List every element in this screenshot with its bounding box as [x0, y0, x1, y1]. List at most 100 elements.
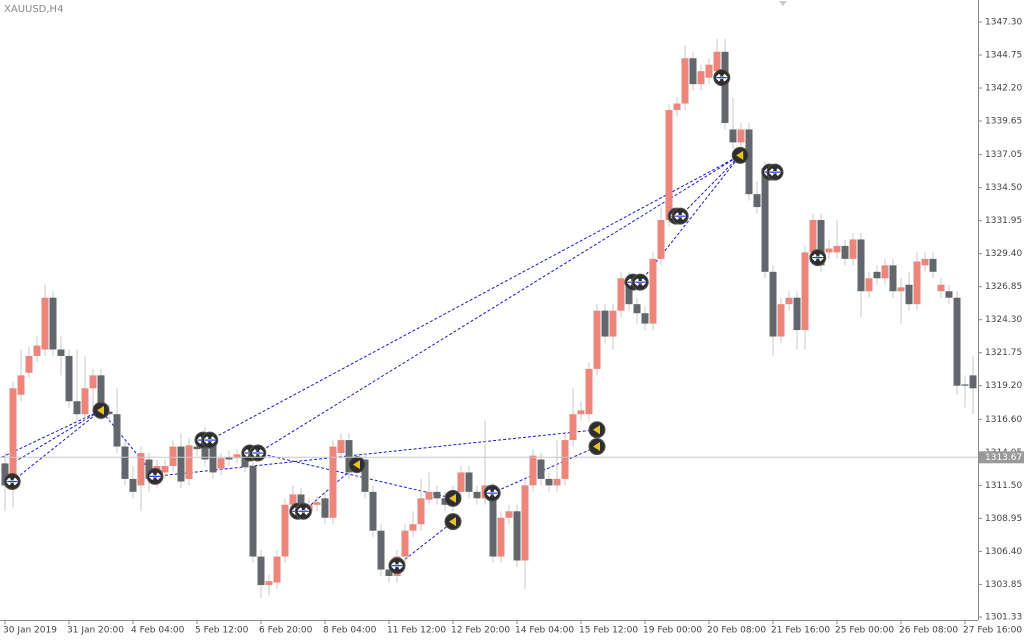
- candle-body: [833, 245, 841, 253]
- candle-body: [633, 304, 641, 314]
- candle-body: [193, 446, 201, 450]
- y-tick-label: 1321.75: [985, 348, 1022, 358]
- candle-body: [937, 284, 945, 292]
- candle-body: [609, 310, 617, 337]
- y-tick-label: 1306.40: [985, 547, 1022, 557]
- signal-link: [154, 429, 598, 477]
- candle-body: [713, 51, 721, 72]
- y-tick-label: 1319.20: [985, 381, 1022, 391]
- candle-body: [89, 375, 97, 389]
- candle-body: [641, 313, 649, 324]
- candle-body: [57, 349, 65, 356]
- signal-marker: [3, 473, 21, 491]
- candle-body: [753, 194, 761, 208]
- candle-body: [33, 345, 41, 356]
- candle-body: [777, 304, 785, 337]
- signal-link: [100, 409, 156, 477]
- candle-body: [873, 271, 881, 279]
- x-tick-label: 11 Feb 12:00: [387, 626, 446, 636]
- candle-body: [145, 459, 153, 479]
- candle-body: [841, 245, 849, 259]
- candle-body: [801, 252, 809, 331]
- y-tick-label: 1339.65: [985, 117, 1022, 127]
- candle-body: [913, 261, 921, 305]
- current-price-label: 1313.67: [985, 453, 1022, 463]
- candle-body: [369, 491, 377, 531]
- candle-body: [905, 284, 913, 305]
- signal-link: [209, 154, 741, 441]
- candle-body: [705, 64, 713, 78]
- candle-body: [537, 459, 545, 479]
- candle-body: [761, 168, 769, 272]
- marker-arrow: [593, 442, 600, 452]
- y-tick-label: 1316.60: [985, 415, 1022, 425]
- candle-body: [561, 440, 569, 479]
- candle-body: [281, 504, 289, 557]
- candle-body: [673, 103, 681, 111]
- candle-body: [233, 454, 241, 459]
- candle-body: [953, 297, 961, 386]
- candle-body: [1, 463, 9, 486]
- candle-body: [137, 453, 145, 486]
- x-tick-label: 12 Feb 20:00: [451, 626, 510, 636]
- candle-body: [497, 517, 505, 557]
- candle-body: [225, 456, 233, 460]
- candle-body: [337, 440, 345, 454]
- candle-body: [681, 58, 689, 104]
- signal-link: [491, 446, 598, 494]
- signal-marker: [588, 421, 606, 439]
- shift-marker: [779, 1, 787, 6]
- candle-body: [945, 291, 953, 298]
- candle-body: [857, 239, 865, 292]
- x-tick-label: 6 Feb 20:00: [259, 626, 313, 636]
- signal-link: [639, 155, 741, 283]
- x-tick-label: 8 Feb 04:00: [323, 626, 377, 636]
- candle-body: [401, 530, 409, 557]
- candle-body: [649, 258, 657, 324]
- axes: 1347.30 1344.75 1342.20 1339.65 1337.05 1334.…: [0, 18, 1024, 636]
- candle-body: [217, 458, 225, 469]
- candle-body: [809, 220, 817, 253]
- x-tick-label: 4 Feb 04:00: [131, 626, 185, 636]
- candle-body: [121, 446, 129, 479]
- candle-body: [665, 110, 673, 221]
- candle-body: [865, 278, 873, 292]
- candle-body: [489, 489, 497, 557]
- candle-body: [65, 355, 73, 402]
- candle-body: [25, 355, 33, 373]
- x-tick-label: 31 Jan 20:00: [67, 626, 124, 636]
- candle-body: [81, 388, 89, 415]
- signal-marker: [483, 484, 501, 502]
- x-tick-label: 20 Feb 08:00: [707, 626, 766, 636]
- links: [0, 154, 741, 567]
- candle-body: [921, 258, 929, 266]
- signal-marker: [201, 431, 219, 449]
- signal-marker: [444, 489, 462, 507]
- signal-link: [257, 154, 741, 454]
- marker-arrow: [593, 425, 600, 435]
- candle-body: [345, 440, 353, 473]
- x-tick-label: 21 Feb 16:00: [771, 626, 830, 636]
- y-tick-label: 1301.33: [985, 613, 1022, 623]
- current-price-box: [979, 451, 1024, 464]
- candle-body: [49, 297, 57, 350]
- y-tick-label: 1329.40: [985, 249, 1022, 259]
- candle-body: [17, 375, 25, 395]
- candle-body: [969, 375, 977, 389]
- candle-body: [177, 446, 185, 482]
- candle-body: [297, 494, 305, 512]
- candle-body: [97, 375, 105, 415]
- candle-body: [473, 491, 481, 499]
- signal-marker: [348, 456, 366, 474]
- candle-body: [625, 278, 633, 305]
- y-tick-label: 1344.75: [985, 51, 1022, 61]
- candle-body: [457, 472, 465, 492]
- candle-body: [569, 414, 577, 441]
- y-tick-label: 1326.85: [985, 282, 1022, 292]
- candle-body: [329, 446, 337, 518]
- y-tick-label: 1324.30: [985, 315, 1022, 325]
- signal-link: [679, 154, 741, 217]
